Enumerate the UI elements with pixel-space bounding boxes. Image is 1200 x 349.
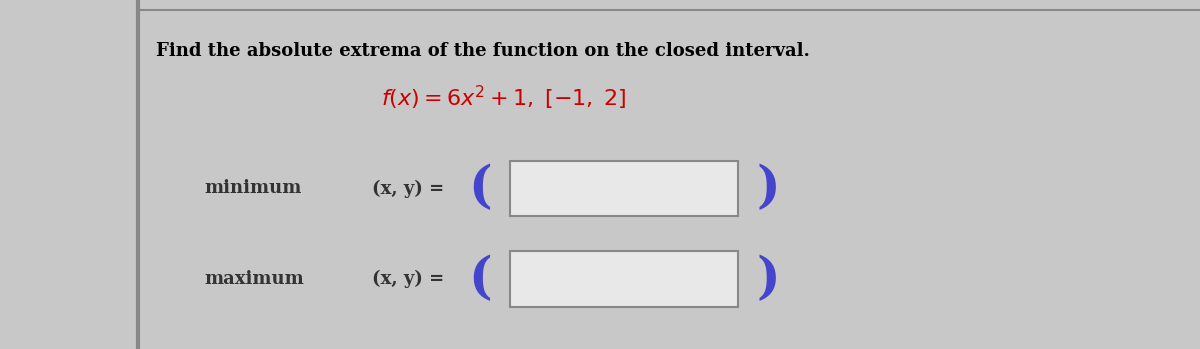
Text: (x, y) =: (x, y) = (372, 270, 444, 288)
Text: maximum: maximum (204, 270, 304, 288)
FancyBboxPatch shape (510, 161, 738, 216)
Text: (x, y) =: (x, y) = (372, 179, 444, 198)
Text: minimum: minimum (204, 179, 301, 198)
Text: $f(x) = 6x^2 + 1, \;[-1,\; 2]$: $f(x) = 6x^2 + 1, \;[-1,\; 2]$ (382, 84, 626, 112)
Text: (: ( (468, 164, 492, 213)
Text: Find the absolute extrema of the function on the closed interval.: Find the absolute extrema of the functio… (156, 42, 810, 60)
FancyBboxPatch shape (510, 251, 738, 307)
Text: (: ( (468, 255, 492, 304)
Text: ): ) (756, 164, 780, 213)
Text: ): ) (756, 255, 780, 304)
